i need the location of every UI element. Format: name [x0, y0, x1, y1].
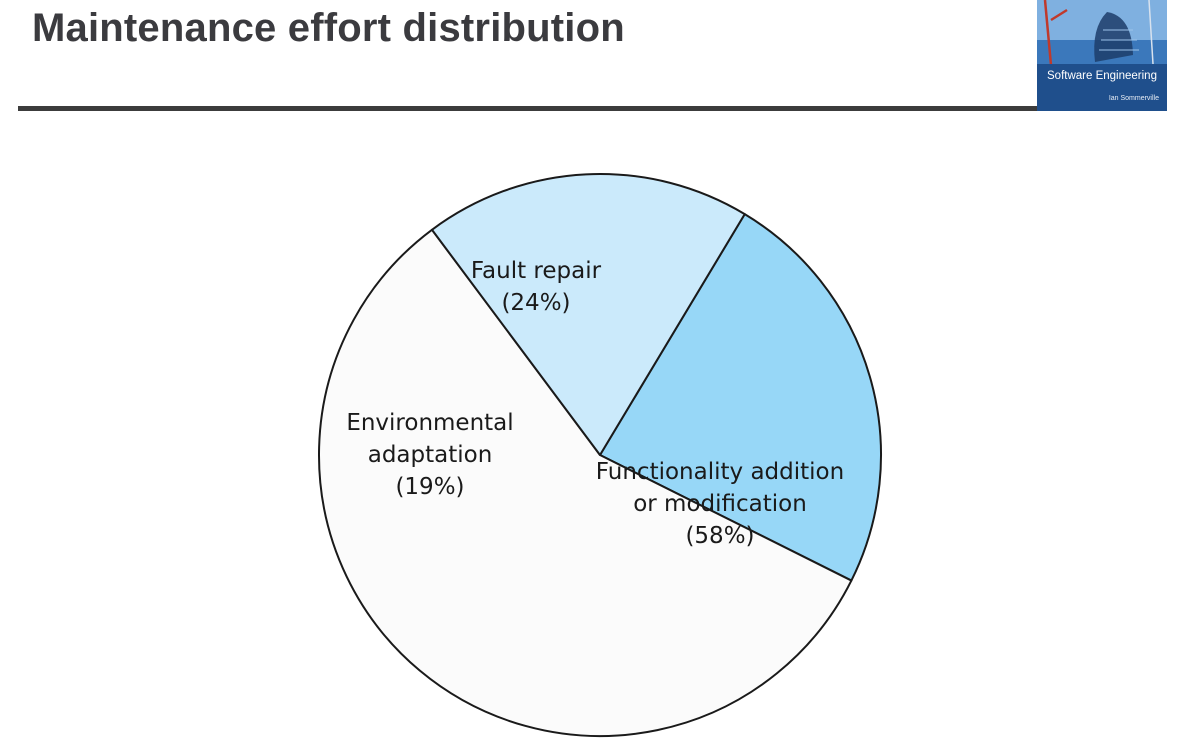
pie-slice-label-line: (58%) [685, 523, 754, 549]
pie-slice-label-line: (19%) [395, 474, 464, 500]
slide-title: Maintenance effort distribution [32, 6, 625, 50]
pie-slice-label-1: Fault repair (24%) [471, 258, 602, 316]
pie-slice-label-line: Environmental [346, 410, 513, 436]
pie-slice-label-line: Functionality addition [596, 459, 844, 485]
pie-slice-label-line: Fault repair [471, 258, 602, 284]
book-cover-title: Software Engineering [1047, 70, 1157, 82]
pie-slice-label-2: Functionality addition or modification (58… [596, 459, 844, 549]
pie-slice-3 [430, 173, 746, 456]
book-cover-art [1037, 0, 1167, 111]
pie-slice-label-line: (24%) [501, 290, 570, 316]
pie-slice-label-3: Environmental adaptation (19%) [346, 410, 513, 500]
title-divider [18, 106, 1038, 111]
pie-slice-2 [318, 228, 853, 737]
pie-slice-label-line: or modification [633, 491, 807, 517]
book-cover-image: Software Engineering Ian Sommerville [1037, 0, 1167, 111]
pie-slice-label-line: adaptation [368, 442, 493, 468]
pie-slice-1 [599, 213, 882, 582]
book-cover-author: Ian Sommerville [1108, 95, 1159, 102]
